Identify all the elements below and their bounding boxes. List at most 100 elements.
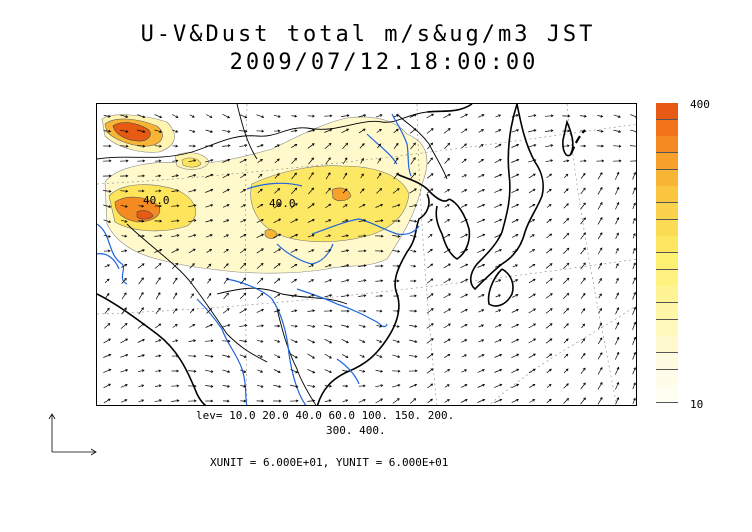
- wind-vector: [256, 263, 264, 269]
- wind-vector: [528, 338, 536, 344]
- wind-vector-head: [294, 187, 298, 191]
- wind-vector-head: [312, 340, 316, 344]
- wind-vector: [120, 129, 128, 133]
- wind-vector-head: [566, 232, 570, 236]
- wind-vector: [563, 353, 569, 359]
- wind-vector: [120, 354, 128, 358]
- wind-vector-head: [633, 187, 636, 190]
- wind-vector: [477, 399, 485, 403]
- wind-vector-head: [328, 264, 332, 267]
- wind-vector: [172, 277, 178, 285]
- wind-vector-head: [125, 189, 129, 193]
- wind-vector-head: [277, 203, 281, 206]
- wind-vector-head: [498, 324, 502, 327]
- wind-vector-head: [363, 384, 366, 388]
- wind-vector-head: [380, 234, 384, 238]
- wind-vector-head: [277, 115, 281, 118]
- wind-vector: [460, 113, 468, 119]
- wind-vector-head: [295, 370, 299, 374]
- wind-vector-head: [498, 294, 501, 298]
- wind-vector: [409, 220, 417, 222]
- wind-vector: [190, 278, 194, 284]
- wind-vector: [444, 158, 450, 164]
- wind-vector: [359, 369, 365, 373]
- wind-vector-head: [464, 324, 468, 327]
- wind-vector: [581, 338, 585, 344]
- wind-vector-head: [294, 157, 297, 161]
- wind-vector-head: [618, 144, 622, 148]
- wind-vector-head: [174, 308, 178, 311]
- wind-vector: [223, 249, 229, 253]
- wind-vector-head: [226, 292, 229, 296]
- wind-vector: [205, 385, 213, 387]
- wind-vector-head: [344, 157, 348, 161]
- reference-vector-axes-icon: [48, 413, 97, 456]
- wind-vector: [545, 130, 553, 132]
- wind-vector: [598, 308, 602, 314]
- wind-vector-head: [465, 248, 469, 252]
- wind-vector: [409, 114, 417, 118]
- wind-vector: [222, 113, 230, 119]
- wind-vector-head: [108, 220, 112, 223]
- wind-vector: [119, 145, 129, 147]
- wind-vector: [154, 263, 162, 269]
- colorbar-segment: [656, 203, 678, 221]
- wind-vector: [528, 144, 536, 148]
- wind-vector: [460, 204, 468, 208]
- wind-vector-head: [533, 114, 537, 117]
- wind-vector-head: [397, 355, 401, 358]
- wind-vector: [206, 263, 212, 269]
- wind-vector-head: [363, 279, 367, 282]
- wind-vector: [615, 322, 619, 330]
- wind-vector-head: [616, 217, 620, 221]
- wind-vector-head: [176, 369, 180, 373]
- wind-vector: [155, 175, 161, 177]
- wind-vector-head: [633, 247, 636, 251]
- wind-vector-head: [193, 369, 197, 373]
- wind-vector-head: [142, 159, 146, 163]
- wind-vector: [256, 248, 264, 254]
- wind-vector-head: [396, 309, 400, 313]
- wind-vector: [223, 234, 229, 238]
- wind-vector: [358, 114, 366, 118]
- wind-vector-head: [430, 188, 434, 192]
- wind-vector-head: [635, 145, 636, 148]
- wind-vector-head: [277, 309, 281, 312]
- wind-vector-head: [244, 129, 248, 133]
- wind-vector: [596, 130, 604, 132]
- wind-vector-head: [567, 129, 571, 133]
- wind-vector: [444, 219, 450, 223]
- wind-vector-head: [225, 277, 229, 281]
- wind-vector-head: [362, 204, 366, 207]
- wind-vector-head: [430, 338, 434, 341]
- wind-vector: [189, 263, 195, 269]
- wind-vector: [392, 324, 400, 328]
- wind-vector-head: [244, 308, 247, 312]
- wind-vector: [308, 187, 314, 195]
- wind-vector-head: [260, 293, 264, 296]
- wind-vector: [392, 250, 400, 252]
- wind-vector: [443, 293, 451, 299]
- colorbar-segment: [656, 136, 678, 154]
- wind-vector-head: [618, 159, 622, 163]
- wind-vector-head: [106, 307, 110, 311]
- wind-vector: [478, 324, 484, 328]
- wind-vector: [138, 307, 144, 315]
- wind-vector: [290, 203, 298, 209]
- wind-vector: [546, 384, 552, 388]
- wind-vector-head: [549, 233, 553, 237]
- wind-vector-head: [312, 399, 316, 403]
- wind-vector-head: [395, 142, 399, 146]
- wind-vector-head: [210, 158, 214, 162]
- wind-vector-head: [549, 338, 553, 342]
- wind-vector: [103, 398, 111, 404]
- wind-vector-head: [481, 129, 484, 132]
- wind-vector: [171, 263, 179, 269]
- wind-vector-head: [294, 340, 298, 344]
- wind-vector: [545, 248, 553, 254]
- wind-vector-head: [277, 293, 281, 297]
- wind-vector: [256, 277, 264, 285]
- wind-vector-head: [346, 279, 350, 282]
- wind-vector: [545, 308, 553, 314]
- wind-vector: [172, 324, 178, 328]
